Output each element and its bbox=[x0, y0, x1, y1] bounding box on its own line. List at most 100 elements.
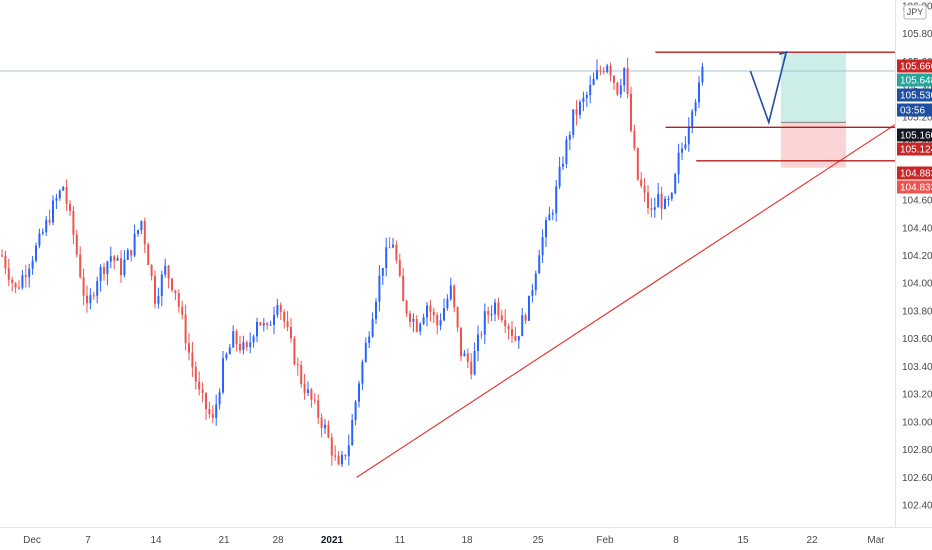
candle-body bbox=[69, 203, 71, 211]
time-tick-label: Mar bbox=[867, 535, 885, 546]
price-tick-label: 105.800 bbox=[902, 29, 932, 40]
price-tag-box bbox=[897, 166, 932, 180]
candle-body bbox=[392, 244, 394, 248]
candle-body bbox=[517, 336, 520, 341]
candle-body bbox=[691, 111, 694, 127]
candle-body bbox=[351, 420, 354, 446]
candle-body bbox=[555, 186, 558, 214]
candle-body bbox=[96, 281, 99, 296]
candle-body bbox=[667, 198, 670, 200]
candle-body bbox=[106, 261, 109, 275]
candle-body bbox=[167, 265, 170, 279]
candle-body bbox=[470, 361, 473, 375]
price-tick-label: 103.600 bbox=[902, 334, 932, 345]
time-tick-label: 25 bbox=[532, 535, 544, 546]
time-axis[interactable]: Dec 7 14 21 28 2021 11 18 25 Feb 8 15 22 Mar bbox=[23, 535, 885, 546]
candle-body bbox=[293, 338, 296, 365]
candles bbox=[1, 57, 704, 468]
candle-body bbox=[86, 295, 88, 304]
candle-body bbox=[657, 193, 660, 208]
candle-body bbox=[201, 389, 204, 393]
projection-path[interactable] bbox=[749, 51, 787, 126]
candle-body bbox=[55, 198, 58, 201]
candle-body bbox=[215, 404, 218, 418]
candle-body bbox=[378, 275, 381, 302]
time-tick-label: 22 bbox=[806, 535, 818, 546]
candle-body bbox=[58, 190, 61, 199]
candle-body bbox=[177, 293, 180, 307]
candle-body bbox=[341, 454, 343, 465]
candle-body bbox=[126, 249, 129, 260]
time-tick-label: 2021 bbox=[321, 535, 344, 546]
price-tick-label: 103.400 bbox=[902, 362, 932, 373]
candle-body bbox=[211, 414, 214, 418]
price-tag: 105.666 bbox=[897, 59, 932, 73]
price-tag-box bbox=[897, 128, 932, 142]
candle-body bbox=[252, 336, 255, 343]
candle-body bbox=[375, 301, 377, 320]
candle-body bbox=[276, 304, 279, 315]
price-tag-label: 105.160 bbox=[900, 131, 932, 142]
price-tag-label: 03:56 bbox=[900, 106, 925, 117]
candle-body bbox=[259, 322, 262, 326]
candle-body bbox=[41, 232, 44, 234]
price-tag: 105.124 bbox=[897, 142, 932, 156]
candle-body bbox=[684, 144, 687, 149]
candle-body bbox=[630, 93, 632, 131]
currency-badge[interactable]: JPY bbox=[903, 4, 927, 20]
candle-body bbox=[606, 65, 609, 72]
candle-body bbox=[368, 336, 371, 343]
time-tick-label: Dec bbox=[23, 535, 41, 546]
candle-body bbox=[528, 295, 530, 321]
candle-body bbox=[269, 324, 272, 326]
candle-body bbox=[99, 267, 102, 282]
candle-body bbox=[619, 85, 622, 95]
candle-body bbox=[585, 94, 588, 98]
candle-body bbox=[511, 329, 513, 337]
price-tag: 104.833 bbox=[897, 180, 932, 194]
candle-body bbox=[147, 244, 150, 266]
candle-body bbox=[354, 401, 357, 421]
candle-body bbox=[633, 130, 636, 149]
time-tick-label: 7 bbox=[85, 535, 91, 546]
candle-body bbox=[364, 342, 367, 362]
time-tick-label: 8 bbox=[673, 535, 679, 546]
candle-body bbox=[449, 285, 452, 299]
candle-body bbox=[361, 361, 364, 384]
candle-body bbox=[626, 68, 629, 94]
price-tag-box bbox=[897, 103, 932, 117]
candle-body bbox=[116, 258, 119, 261]
price-tag-label: 105.648 bbox=[900, 76, 932, 87]
candle-body bbox=[222, 358, 224, 393]
candle-body bbox=[565, 139, 568, 164]
candle-body bbox=[534, 273, 537, 291]
candle-body bbox=[89, 295, 92, 304]
candle-body bbox=[494, 302, 496, 315]
candle-body bbox=[317, 400, 320, 418]
trendline[interactable] bbox=[356, 124, 896, 478]
target-zone[interactable] bbox=[780, 52, 846, 123]
candle-body bbox=[681, 148, 683, 153]
candle-body bbox=[75, 234, 78, 255]
candle-body bbox=[174, 290, 177, 294]
candle-body bbox=[572, 109, 575, 135]
candle-body bbox=[334, 455, 337, 457]
candle-body bbox=[225, 354, 228, 359]
candle-body bbox=[426, 305, 428, 318]
candle-body bbox=[273, 314, 275, 325]
price-tag: 105.160 bbox=[897, 128, 932, 142]
time-tick-label: Feb bbox=[596, 535, 614, 546]
candle-body bbox=[446, 298, 449, 309]
price-tick-label: 103.000 bbox=[902, 417, 932, 428]
candle-body bbox=[371, 319, 374, 337]
candle-body bbox=[480, 334, 483, 336]
candle-body bbox=[4, 255, 7, 269]
candle-body bbox=[286, 321, 289, 328]
candle-body bbox=[242, 342, 245, 351]
candle-body bbox=[582, 97, 585, 103]
candle-body bbox=[664, 198, 666, 209]
price-tag: 104.883 bbox=[897, 166, 932, 180]
candle-body bbox=[422, 317, 425, 324]
candle-body bbox=[313, 399, 316, 401]
